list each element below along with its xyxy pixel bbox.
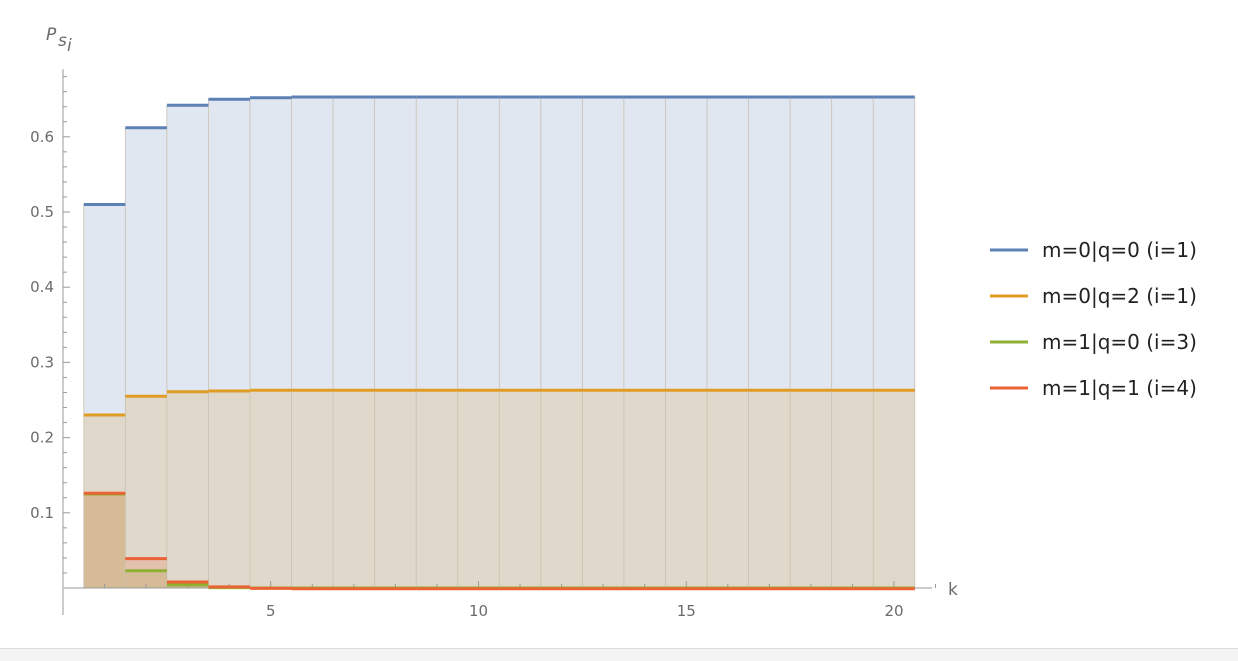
x-tick-label: 15 — [677, 602, 696, 620]
x-tick-label: 5 — [266, 602, 276, 620]
y-axis-label-subsub: i — [67, 36, 72, 56]
legend: m=0|q=0 (i=1) m=0|q=2 (i=1) m=1|q=0 (i=3) m… — [990, 238, 1197, 400]
series-steps — [83, 95, 915, 591]
y-tick-label: 0.5 — [30, 203, 54, 221]
legend-label-4: m=1|q=1 (i=4) — [1042, 376, 1197, 400]
legend-label-2: m=0|q=2 (i=1) — [1042, 284, 1197, 308]
legend-label-1: m=0|q=0 (i=1) — [1042, 238, 1197, 262]
axes: 0.1 0.2 0.3 0.4 0.5 0.6 5 10 15 20 — [30, 69, 937, 620]
y-tick-label: 0.1 — [30, 504, 54, 522]
y-tick-label: 0.4 — [30, 278, 54, 296]
y-axis-label-base: P — [46, 25, 57, 45]
x-axis-label: k — [948, 580, 958, 600]
legend-label-3: m=1|q=0 (i=3) — [1042, 330, 1197, 354]
y-axis-label: P s i — [46, 25, 72, 56]
y-tick-label: 0.6 — [30, 128, 54, 146]
step-dividers — [83, 96, 916, 588]
y-tick-label: 0.3 — [30, 353, 54, 371]
y-tick-label: 0.2 — [30, 429, 54, 447]
x-tick-label: 20 — [884, 602, 903, 620]
x-tick-label: 10 — [469, 602, 488, 620]
window-bottom-strip — [0, 648, 1238, 661]
y-axis-label-sub: s — [58, 31, 67, 51]
